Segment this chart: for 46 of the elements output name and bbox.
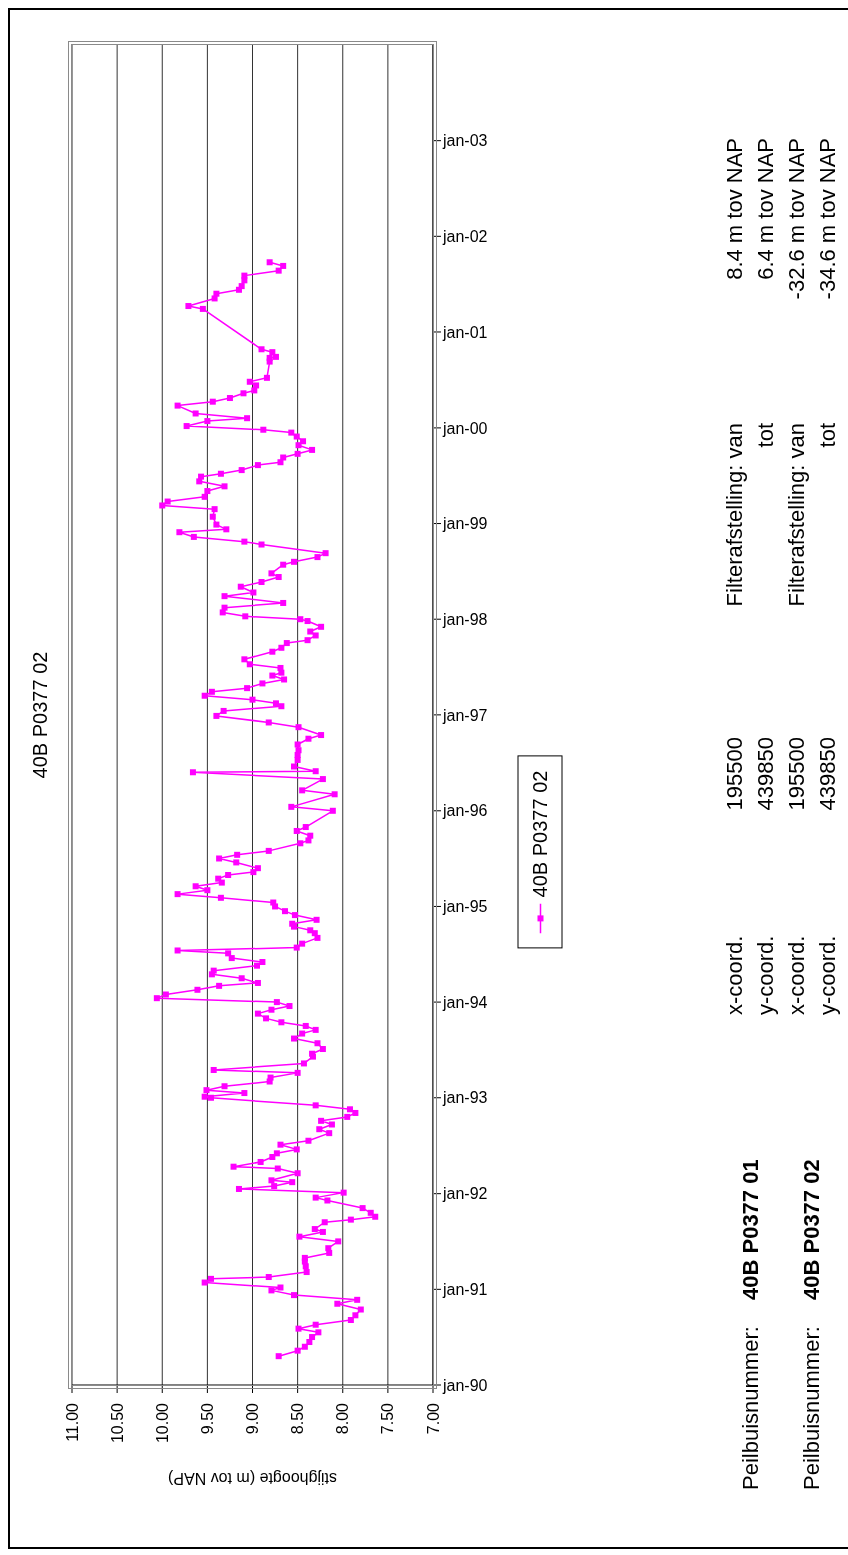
y-tick-label: jan-03 [442,132,488,150]
x-tick-label: 9.50 [198,1402,216,1435]
text: tot [753,423,779,448]
text: 439850 [815,737,841,811]
x-tick-label: 9.00 [244,1402,261,1435]
text: y-coord. [753,935,779,1015]
x-tick-label: 11.00 [63,1402,81,1442]
y-tick-label: jan-97 [442,706,488,724]
x-tick-label: 7.50 [379,1402,397,1435]
y-tick-label: jan-98 [442,610,488,628]
text: y-coord. [815,935,841,1015]
text: 40B P0377 02 [799,1159,825,1300]
text: x-coord. [784,935,810,1015]
text: -34.6 m tov NAP [815,138,841,300]
text: x-coord. [722,935,748,1015]
y-tick-label: jan-95 [442,898,488,916]
y-tick-label: jan-01 [442,323,488,341]
text: Filterafstelling: van [784,423,810,607]
x-tick-label: 10.50 [108,1402,126,1444]
x-tick-label: 8.00 [334,1402,352,1435]
text: 6.4 m tov NAP [753,138,779,280]
text: 8.4 m tov NAP [722,138,748,280]
y-tick-label: jan-93 [442,1089,488,1107]
y-tick-label: jan-02 [442,228,488,245]
text: 195500 [722,737,748,811]
text: 439850 [753,737,779,811]
y-tick-label: jan-96 [442,802,488,820]
x-tick-label: 7.00 [424,1402,442,1435]
text: 40B P0377 02 [28,651,52,779]
text: tot [815,423,841,448]
x-tick-label: 10.00 [153,1402,171,1444]
text: -32.6 m tov NAP [784,138,810,300]
x-tick-label: 8.50 [289,1402,307,1435]
text: 40B P0377 02 [528,770,552,898]
y-tick-label: jan-00 [442,419,488,437]
y-tick-label: jan-92 [442,1185,488,1203]
text: 195500 [784,737,810,811]
y-tick-label: jan-90 [442,1376,488,1394]
y-tick-label: jan-99 [442,515,488,533]
text: Peilbuisnummer: [799,1326,825,1490]
y-tick-label: jan-94 [442,993,488,1011]
y-tick-label: jan-91 [442,1281,488,1299]
text: 40B P0377 01 [738,1159,764,1300]
text: Filterafstelling: van [722,423,748,607]
text: Peilbuisnummer: [738,1326,764,1490]
x-axis-title: stijghoogte (m tov NAP) [168,1470,337,1487]
